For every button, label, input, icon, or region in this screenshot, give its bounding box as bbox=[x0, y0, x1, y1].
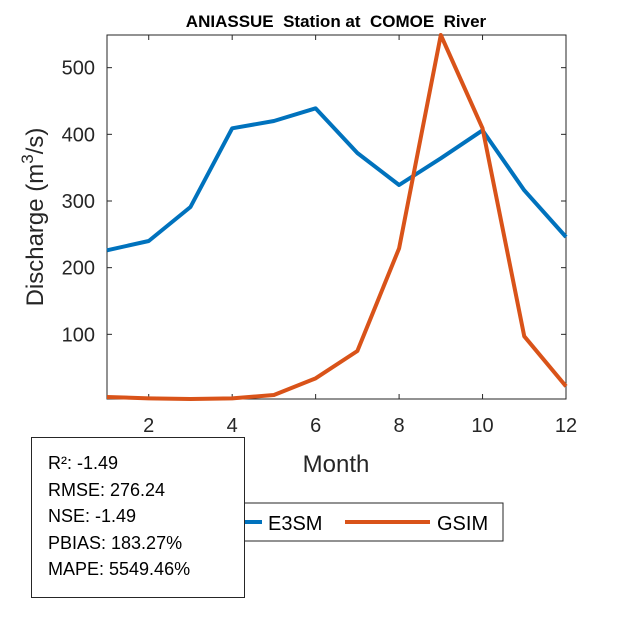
x-axis-ticks: 2 4 6 8 10 12 bbox=[143, 35, 577, 437]
legend-label-gsim: GSIM bbox=[437, 513, 488, 535]
y-axis-ticks: 100 200 300 400 500 bbox=[62, 58, 566, 346]
y-tick-label: 500 bbox=[62, 58, 95, 80]
x-tick-label: 10 bbox=[471, 415, 493, 437]
stat-nse: NSE: -1.49 bbox=[48, 506, 137, 526]
chart-title: ANIASSUE Station at COMOE River bbox=[186, 12, 487, 31]
stat-r2: R²: -1.49 bbox=[48, 453, 119, 473]
plot-area: 2 4 6 8 10 12 100 200 300 400 500 bbox=[62, 33, 577, 437]
x-tick-label: 4 bbox=[227, 415, 238, 437]
x-tick-label: 2 bbox=[143, 415, 154, 437]
y-tick-label: 400 bbox=[62, 124, 95, 146]
y-axis-label: Discharge (m3/s) bbox=[18, 128, 49, 307]
x-axis-label: Month bbox=[303, 451, 370, 478]
stat-mape: MAPE: 5549.46% bbox=[48, 559, 191, 579]
stat-pbias: PBIAS: 183.27% bbox=[48, 532, 183, 553]
legend-label-e3sm: E3SM bbox=[268, 513, 322, 535]
stats-box: R²: -1.49 RMSE: 276.24 NSE: -1.49 PBIAS:… bbox=[31, 437, 245, 598]
x-tick-label: 8 bbox=[394, 415, 405, 437]
y-tick-label: 200 bbox=[62, 258, 95, 280]
y-tick-label: 300 bbox=[62, 191, 95, 213]
series-line-gsim bbox=[106, 33, 568, 401]
series-line-e3sm bbox=[106, 106, 568, 253]
x-tick-label: 6 bbox=[310, 415, 321, 437]
y-tick-label: 100 bbox=[62, 324, 95, 346]
stat-rmse: RMSE: 276.24 bbox=[48, 479, 166, 500]
axes-box bbox=[106, 34, 567, 400]
x-tick-label: 12 bbox=[555, 415, 577, 437]
